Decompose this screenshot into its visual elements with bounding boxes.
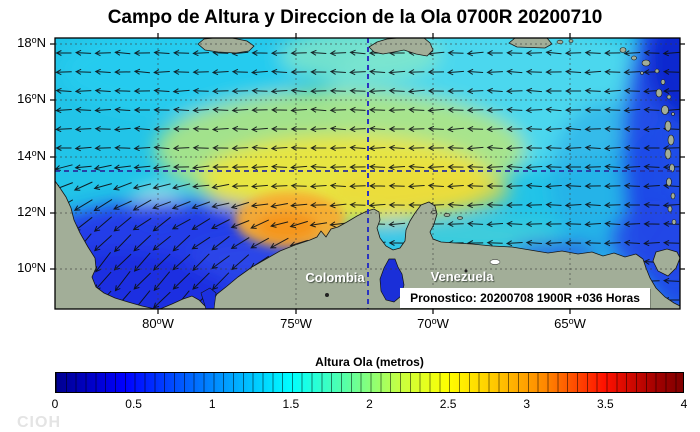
colorbar-tick-label: 1.5 bbox=[282, 397, 300, 411]
land-trinidad bbox=[652, 248, 680, 277]
lat-tick-label: 18oN bbox=[17, 35, 46, 50]
axis-ticks bbox=[50, 33, 685, 314]
colorbar-tick-label: 1 bbox=[208, 397, 216, 411]
land-south-america bbox=[159, 201, 680, 309]
lat-tick-label: 10oN bbox=[17, 260, 46, 275]
lat-tick-label: 12oN bbox=[17, 204, 46, 219]
lon-tick-label: 75oW bbox=[280, 316, 312, 331]
colorbar-tick-label: 0 bbox=[51, 397, 59, 411]
colorbar-tick-label: 0.5 bbox=[125, 397, 142, 411]
gulf-of-uraba bbox=[200, 287, 217, 309]
lake-maracaibo bbox=[379, 258, 405, 303]
watermark-cioh: CIOH bbox=[17, 414, 61, 431]
land-lesser-antilles bbox=[431, 39, 677, 225]
country-label-colombia: Colombia bbox=[305, 270, 365, 285]
colorbar-tick-label: 3.5 bbox=[597, 397, 614, 411]
colorbar-title: Altura Ola (metros) bbox=[315, 355, 424, 369]
sea-surface bbox=[55, 38, 680, 309]
chart-title: Campo de Altura y Direccion de la Ola 07… bbox=[107, 7, 603, 28]
land-puerto-rico bbox=[508, 38, 553, 49]
lon-tick-label: 65oW bbox=[554, 316, 586, 331]
map-symbol-lagoon bbox=[489, 259, 501, 265]
land-hispaniola bbox=[368, 38, 434, 57]
colorbar-tick-label: 3 bbox=[523, 397, 531, 411]
colorbar-segments bbox=[56, 373, 683, 392]
colorbar-tick-label: 2 bbox=[366, 397, 373, 411]
country-label-venezuela: Venezuela bbox=[430, 269, 494, 284]
graticule-gridlines bbox=[55, 38, 680, 309]
land-central-america bbox=[55, 180, 156, 309]
map-symbol-dot bbox=[325, 293, 329, 297]
lon-tick-label: 70oW bbox=[417, 316, 449, 331]
colorbar-tick-label: 4 bbox=[680, 397, 688, 411]
map-symbol-dot bbox=[464, 269, 468, 273]
colorbar-tick-label: 2.5 bbox=[439, 397, 457, 411]
forecast-annotation: Pronostico: 20200708 1900R +036 Horas bbox=[400, 288, 650, 308]
lat-tick-label: 14oN bbox=[17, 148, 46, 163]
lat-tick-label: 16oN bbox=[17, 91, 46, 106]
colorbar bbox=[55, 372, 684, 393]
map-frame bbox=[54, 37, 681, 310]
lon-tick-label: 80oW bbox=[142, 316, 174, 331]
